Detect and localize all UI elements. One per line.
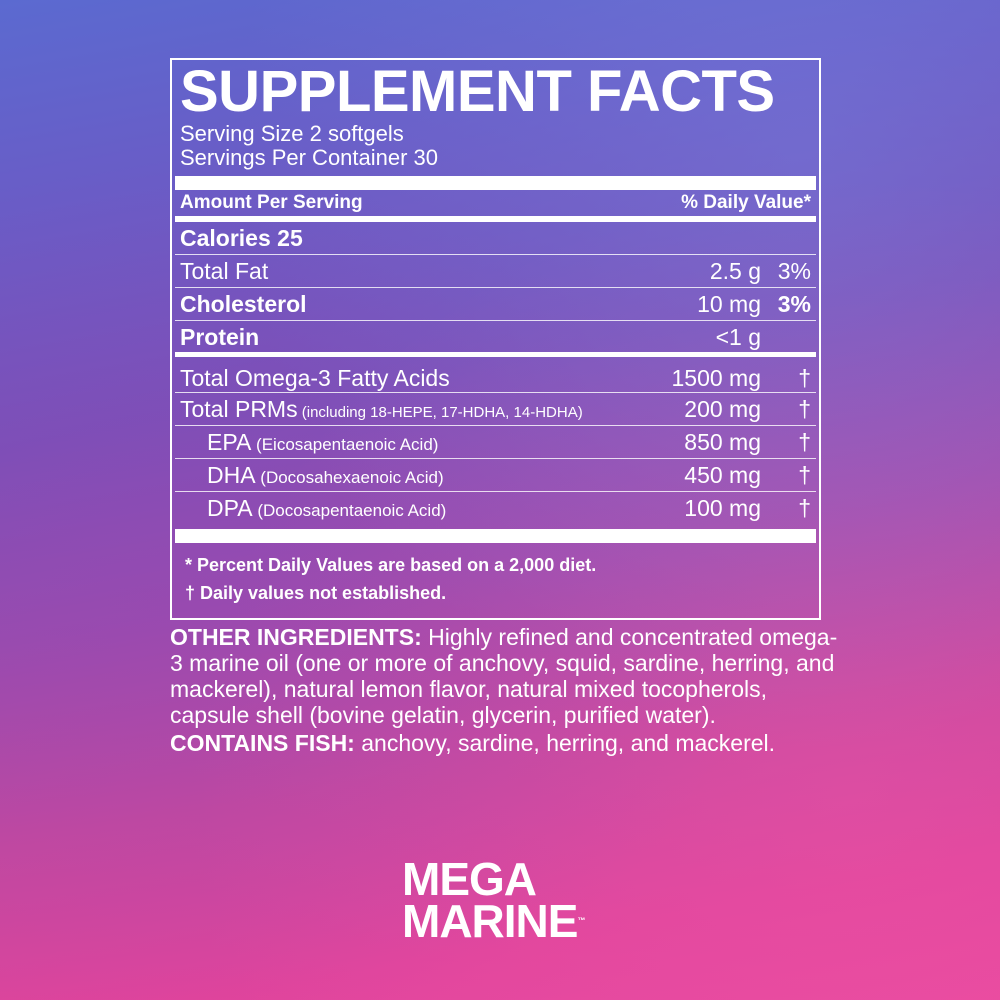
nutrient-detail: (Eicosapentaenoic Acid) [251, 435, 439, 454]
trademark-symbol: ™ [577, 916, 585, 925]
nutrient-amount: <1 g [715, 324, 761, 350]
contains-label: CONTAINS FISH: [170, 730, 355, 756]
nutrient-name: Total Fat [180, 258, 269, 284]
ingredients-label: OTHER INGREDIENTS: [170, 624, 422, 650]
nutrient-amount: 200 mg [684, 396, 761, 422]
nutrient-name: Protein [180, 324, 260, 350]
nutrient-name: Total PRMs [180, 396, 298, 422]
supplement-facts-panel: SUPPLEMENT FACTS Serving Size 2 softgels… [170, 58, 821, 620]
nutrient-dv: † [798, 495, 811, 521]
nutrient-row: EPA (Eicosapentaenoic Acid) 850 mg † [175, 426, 816, 459]
nutrient-row: DHA (Docosahexaenoic Acid) 450 mg † [175, 459, 816, 492]
nutrient-amount: 450 mg [684, 462, 761, 488]
divider [175, 176, 816, 190]
footnote-daily-values: * Percent Daily Values are based on a 2,… [185, 555, 597, 575]
ingredients-paragraph: OTHER INGREDIENTS: Highly refined and co… [170, 624, 840, 728]
nutrient-amount: 2.5 g [709, 258, 761, 284]
nutrient-name: Total Omega-3 Fatty Acids [180, 365, 450, 391]
nutrient-name: DHA [207, 462, 256, 488]
nutrient-row: Total Fat 2.5 g 3% [175, 255, 816, 288]
nutrient-dv: † [798, 365, 811, 391]
nutrient-detail: (Docosapentaenoic Acid) [252, 501, 447, 520]
nutrient-amount: 100 mg [684, 495, 761, 521]
nutrient-row: DPA (Docosapentaenoic Acid) 100 mg † [175, 492, 816, 525]
ingredients-text: Highly refined and concentrated omega-3 … [170, 624, 838, 728]
nutrient-name: DPA [207, 495, 253, 521]
nutrient-detail: (Docosahexaenoic Acid) [255, 468, 444, 487]
nutrient-dv: 3% [777, 291, 811, 317]
divider [175, 529, 816, 543]
logo-line-2: MARINE [402, 895, 578, 947]
amount-header: Amount Per Serving [180, 192, 363, 213]
calories: Calories 25 [180, 225, 303, 251]
footnote-not-established: † Daily values not established. [185, 583, 447, 603]
nutrient-name: EPA [207, 429, 252, 455]
nutrient-detail: (including 18-HEPE, 17-HDHA, 14-HDHA) [297, 404, 583, 421]
nutrient-row: Cholesterol 10 mg 3% [175, 288, 816, 321]
nutrient-amount: 850 mg [684, 429, 761, 455]
nutrient-row: Protein <1 g [175, 321, 816, 357]
nutrient-dv: † [798, 462, 811, 488]
panel-title: SUPPLEMENT FACTS [180, 59, 775, 124]
column-header: Amount Per Serving % Daily Value* [175, 190, 816, 222]
nutrient-dv: † [798, 396, 811, 422]
nutrient-amount: 10 mg [697, 291, 761, 317]
nutrient-dv: † [798, 429, 811, 455]
nutrient-dv: 3% [777, 258, 811, 284]
nutrient-row: Total PRMs (including 18-HEPE, 17-HDHA, … [175, 393, 816, 426]
contains-text: anchovy, sardine, herring, and mackerel. [354, 730, 776, 756]
mega-marine-logo: MEGA MARINE™ [402, 853, 585, 944]
nutrient-row: Total Omega-3 Fatty Acids 1500 mg † [175, 357, 816, 393]
serving-size: Serving Size 2 softgels [180, 121, 404, 146]
daily-value-header: % Daily Value* [681, 192, 811, 213]
logo-line-1: MEGA [402, 853, 537, 905]
contains-paragraph: CONTAINS FISH: anchovy, sardine, herring… [170, 730, 840, 756]
other-ingredients: OTHER INGREDIENTS: Highly refined and co… [170, 624, 840, 756]
calories-row: Calories 25 [175, 222, 816, 255]
nutrient-amount: 1500 mg [671, 365, 761, 391]
nutrient-name: Cholesterol [180, 291, 307, 317]
servings-per-container: Servings Per Container 30 [180, 145, 439, 170]
